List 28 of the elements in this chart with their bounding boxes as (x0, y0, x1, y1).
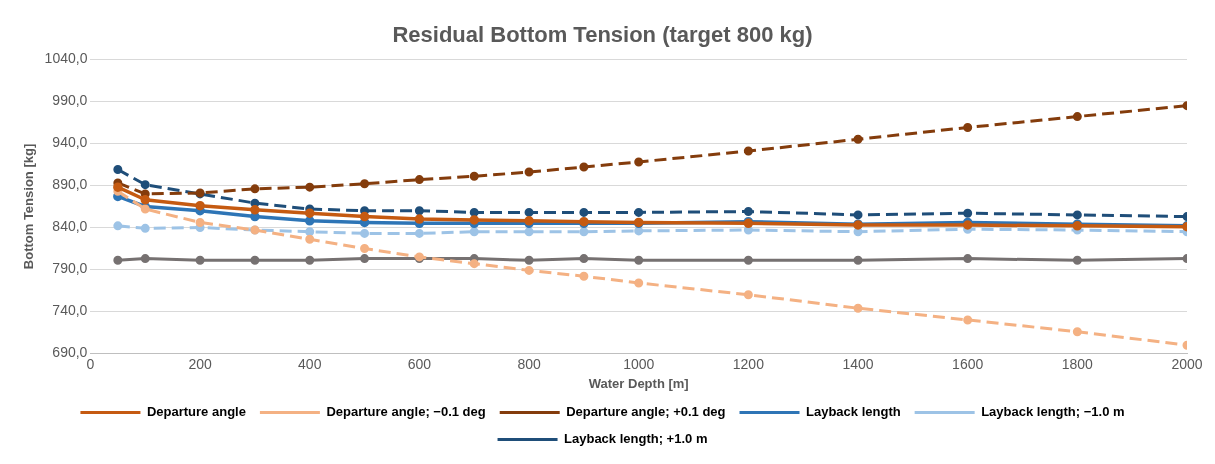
legend-label: Layback length; −1.0 m (981, 404, 1125, 420)
y-tick-label: 990,0 (52, 92, 88, 109)
y-tick-label: 790,0 (52, 260, 88, 277)
y-tick-label: 940,0 (52, 134, 88, 151)
x-tick-label: 600 (407, 355, 432, 372)
y-axis-title: Bottom Tension [kg] (21, 143, 37, 270)
x-tick-label: 1000 (623, 355, 655, 372)
x-tick-label: 2000 (1171, 355, 1203, 372)
legend-label: Departure angle; +0.1 deg (566, 404, 726, 420)
x-tick-label: 800 (517, 355, 541, 372)
y-tick-label: 840,0 (52, 218, 88, 235)
x-tick-label: 1800 (1061, 355, 1094, 372)
legend-label: Departure angle (146, 404, 246, 420)
x-tick-label: 200 (188, 355, 212, 372)
chart-title: Residual Bottom Tension (target 800 kg) (392, 22, 813, 48)
x-tick-label: 1600 (952, 355, 984, 372)
x-tick-label: 0 (86, 355, 95, 372)
legend-label: Departure angle; −0.1 deg (326, 404, 486, 420)
legend-label: Layback length (806, 404, 901, 420)
x-tick-label: 400 (298, 355, 322, 372)
x-tick-label: 1200 (732, 355, 765, 372)
x-axis-title: Water Depth [m] (588, 375, 689, 391)
y-tick-label: 740,0 (52, 302, 88, 319)
x-tick-label: 1400 (842, 355, 874, 372)
y-tick-label: 690,0 (52, 344, 88, 361)
y-tick-label: 890,0 (52, 176, 88, 193)
y-tick-label: 1040,0 (44, 50, 88, 67)
legend-label: Layback length; +1.0 m (564, 431, 708, 447)
